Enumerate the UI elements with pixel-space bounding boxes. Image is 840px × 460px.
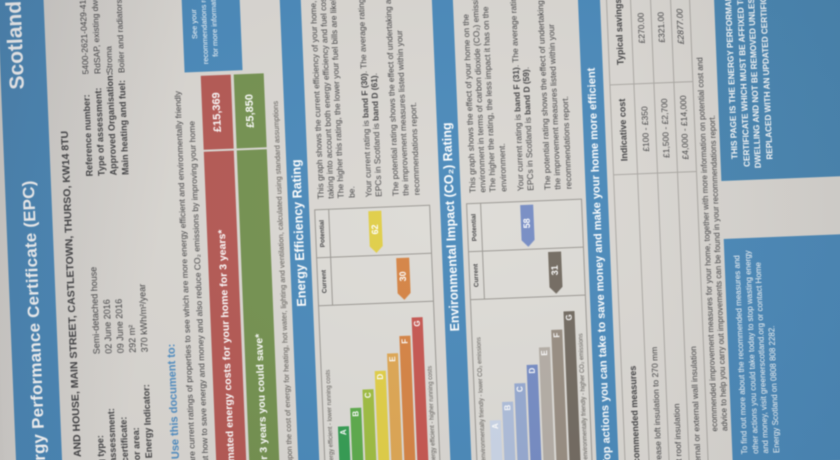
- table-header-cost: Indicative cost: [616, 98, 630, 162]
- detail-value: 292 m²: [126, 324, 138, 353]
- table-header-measures: Recommended measures: [627, 365, 643, 460]
- co2-text: This graph shows the effect of your home…: [459, 0, 580, 193]
- eer-chart: Very energy efficient - lower running co…: [314, 204, 442, 460]
- detail-value: 5400-2621-0429-4106-166: [76, 0, 91, 75]
- rating-paragraph: The potential rating shows the effect of…: [534, 0, 574, 191]
- cost-cell: £4,000 - £14,000: [677, 95, 691, 160]
- current-column: Current: [317, 253, 433, 307]
- savings-cell: £270.00: [635, 12, 647, 44]
- detail-row: Reference number:: [81, 94, 94, 176]
- rating-bar-b: B: [502, 401, 517, 460]
- detail-row: Main heating and fuel:: [117, 80, 131, 175]
- rating-sentence-part: .: [368, 72, 379, 76]
- rating-paragraph: The potential rating shows the effect of…: [382, 0, 422, 197]
- rating-paragraph: Your current rating is band F (30). The …: [355, 0, 384, 197]
- address-line: AND HOUSE, MAIN STREET, CASTLETOWN, THUR…: [58, 130, 84, 458]
- rating-bar-a: A: [337, 426, 352, 460]
- detail-row: Total floor area:: [131, 427, 144, 460]
- detail-row: Date of certificate:: [118, 416, 131, 460]
- detail-label: Type of assessment:: [93, 87, 107, 177]
- current-rating-arrow: 30: [396, 258, 411, 300]
- rating-bar-b: B: [350, 407, 365, 460]
- recommendations-info-box: See your recommendations report for more…: [180, 0, 243, 73]
- rating-paragraph: This graph shows the current efficiency …: [307, 0, 357, 200]
- detail-label: Total floor area:: [131, 427, 144, 460]
- detail-value: Boiler and radiators, oil: [113, 0, 127, 74]
- column-header-potential: Potential: [315, 209, 332, 258]
- detail-row: Dwelling type:: [95, 435, 107, 460]
- chart-top-label: Very environmentally friendly - lower CO…: [475, 337, 488, 460]
- detail-value: Semi-detached house: [88, 266, 102, 355]
- detail-value: RdSAP, existing dwelling: [88, 0, 103, 75]
- rating-sentence-part: .: [520, 66, 531, 70]
- detail-label: Primary Energy Indicator:: [141, 384, 156, 460]
- rating-paragraph: This graph shows the effect of your home…: [460, 0, 509, 194]
- savings-cell: £2877.00: [674, 8, 686, 45]
- current-column: Current: [469, 247, 585, 301]
- potential-rating-arrow: 58: [520, 205, 535, 247]
- cost-cell: £1,500 - £2,700: [659, 98, 672, 159]
- measure-cell: Internal or external wall insulation: [687, 345, 704, 460]
- rating-paragraph: Your current rating is band F (31). The …: [507, 0, 536, 191]
- region-label: Scotland: [2, 0, 30, 90]
- contact-info-box: To find out more about the recommended m…: [723, 233, 840, 460]
- rating-bar-a: A: [489, 420, 504, 460]
- column-header-current: Current: [317, 257, 334, 306]
- detail-value: 09 June 2016: [113, 298, 126, 354]
- average-band-text: band D (59): [520, 69, 533, 116]
- column-header-current: Current: [469, 251, 485, 300]
- rating-bars: A B C D E F G: [334, 317, 431, 460]
- detail-label: Dwelling type:: [95, 435, 107, 460]
- cost-cell: £100 - £350: [639, 106, 652, 152]
- estimated-costs-value: £15,369: [200, 74, 234, 150]
- use-document-heading: Use this document to:: [165, 343, 183, 460]
- detail-value: Stroma: [103, 45, 115, 74]
- detail-value: 02 June 2016: [101, 299, 114, 354]
- detail-row: Type of assessment:: [93, 87, 107, 176]
- measure-cell: Increase loft insulation to 270 mm: [648, 346, 665, 460]
- detail-label: Date of assessment:: [106, 407, 120, 460]
- potential-rating-arrow: 62: [368, 211, 383, 253]
- table-header-savings: Typical savings over 3 years: [610, 0, 626, 66]
- column-header-potential: Potential: [467, 203, 483, 252]
- savings-cell: £321.00: [655, 11, 667, 43]
- detail-row: Primary Energy Indicator:: [141, 384, 155, 460]
- affix-notice-box: THIS PAGE IS THE ENERGY PERFORMANCE CERT…: [712, 0, 840, 182]
- rating-bars: A B C D E F G: [486, 311, 583, 460]
- savings-value: £5,850: [233, 73, 267, 149]
- current-rating-arrow: 31: [548, 252, 563, 294]
- eer-text: This graph shows the current efficiency …: [307, 0, 428, 199]
- detail-label: Date of certificate:: [118, 416, 132, 460]
- detail-row: Date of assessment:: [106, 408, 120, 460]
- chart-top-label: Very energy efficient - lower running co…: [325, 369, 336, 460]
- detail-value: 370 kWh/m²/year: [137, 283, 150, 353]
- measure-cell: Flat roof insulation: [671, 403, 685, 460]
- detail-label: Main heating and fuel:: [116, 79, 131, 176]
- average-band-text: band D (61): [368, 75, 381, 122]
- co2-chart: Very environmentally friendly - lower CO…: [466, 198, 594, 460]
- detail-label: Reference number:: [81, 94, 95, 177]
